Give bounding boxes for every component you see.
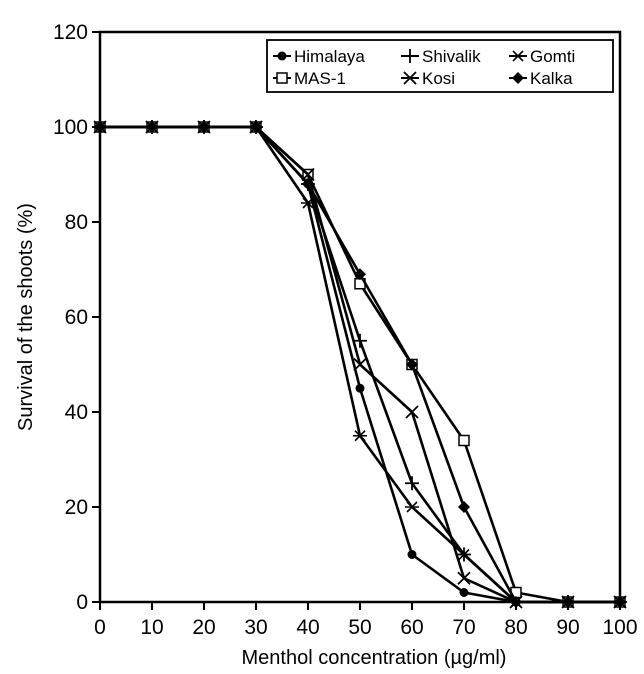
y-tick-label: 60 <box>65 306 88 329</box>
data-point <box>562 596 574 608</box>
data-point <box>458 501 470 513</box>
data-point <box>302 178 314 190</box>
x-tick-label: 80 <box>504 616 527 639</box>
y-tick-label: 80 <box>65 211 88 234</box>
x-tick-label: 0 <box>94 616 106 639</box>
y-tick-label: 0 <box>76 591 88 614</box>
data-point <box>457 571 471 585</box>
data-point <box>405 405 419 419</box>
legend: Himalaya Shivalik Gomti MAS-1 Kosi Kalka <box>266 39 614 93</box>
data-point <box>405 476 419 491</box>
legend-label: Himalaya <box>294 47 365 66</box>
y-tick-label: 40 <box>65 401 88 424</box>
x-tick-label: 70 <box>452 616 475 639</box>
legend-label: Shivalik <box>422 47 481 66</box>
data-point <box>355 383 365 393</box>
data-point <box>406 358 418 371</box>
legend-item: MAS-1 <box>273 69 346 88</box>
data-point <box>353 430 367 442</box>
y-tick-label: 120 <box>53 21 88 44</box>
legend-label: Kosi <box>422 69 455 88</box>
data-point <box>510 596 522 608</box>
data-point <box>94 121 106 133</box>
legend-marker <box>403 49 417 63</box>
legend-marker <box>276 72 288 84</box>
legend-marker <box>512 72 524 84</box>
x-tick-label: 40 <box>296 616 319 639</box>
legend-item: Himalaya <box>273 47 365 66</box>
legend-marker <box>403 71 417 85</box>
x-tick-label: 30 <box>244 616 267 639</box>
data-point <box>301 197 315 209</box>
y-axis-title: Survival of the shoots (%) <box>15 203 37 431</box>
x-tick-label: 100 <box>602 616 637 639</box>
legend-box <box>266 39 614 93</box>
data-point <box>407 550 417 559</box>
data-point <box>458 434 470 447</box>
legend-item: Gomti <box>509 47 575 66</box>
legend-label: Gomti <box>530 47 575 66</box>
legend-marker <box>511 50 525 62</box>
legend-item: Kalka <box>509 69 573 88</box>
data-point <box>614 596 626 608</box>
x-tick-label: 10 <box>140 616 163 639</box>
data-point <box>250 121 262 133</box>
x-tick-label: 20 <box>192 616 215 639</box>
data-point <box>354 268 366 281</box>
x-tick-label: 60 <box>400 616 423 639</box>
legend-marker <box>277 51 287 61</box>
data-point <box>353 357 367 372</box>
series-kalka <box>94 121 626 608</box>
series-kosi <box>93 120 627 609</box>
legend-label: Kalka <box>530 69 573 88</box>
data-point <box>198 121 210 133</box>
y-tick-label: 100 <box>53 116 88 139</box>
data-point <box>405 501 419 513</box>
plot-frame <box>98 30 622 604</box>
data-point <box>459 588 469 597</box>
data-point <box>353 333 367 348</box>
data-point <box>146 121 158 133</box>
x-tick-label: 50 <box>348 616 371 639</box>
x-axis-title: Menthol concentration (µg/ml) <box>242 647 507 669</box>
data-point <box>457 548 471 561</box>
y-tick-label: 20 <box>65 496 88 519</box>
x-tick-label: 90 <box>556 616 579 639</box>
legend-item: Kosi <box>401 69 455 88</box>
legend-item: Shivalik <box>401 47 481 66</box>
legend-label: MAS-1 <box>294 69 346 88</box>
